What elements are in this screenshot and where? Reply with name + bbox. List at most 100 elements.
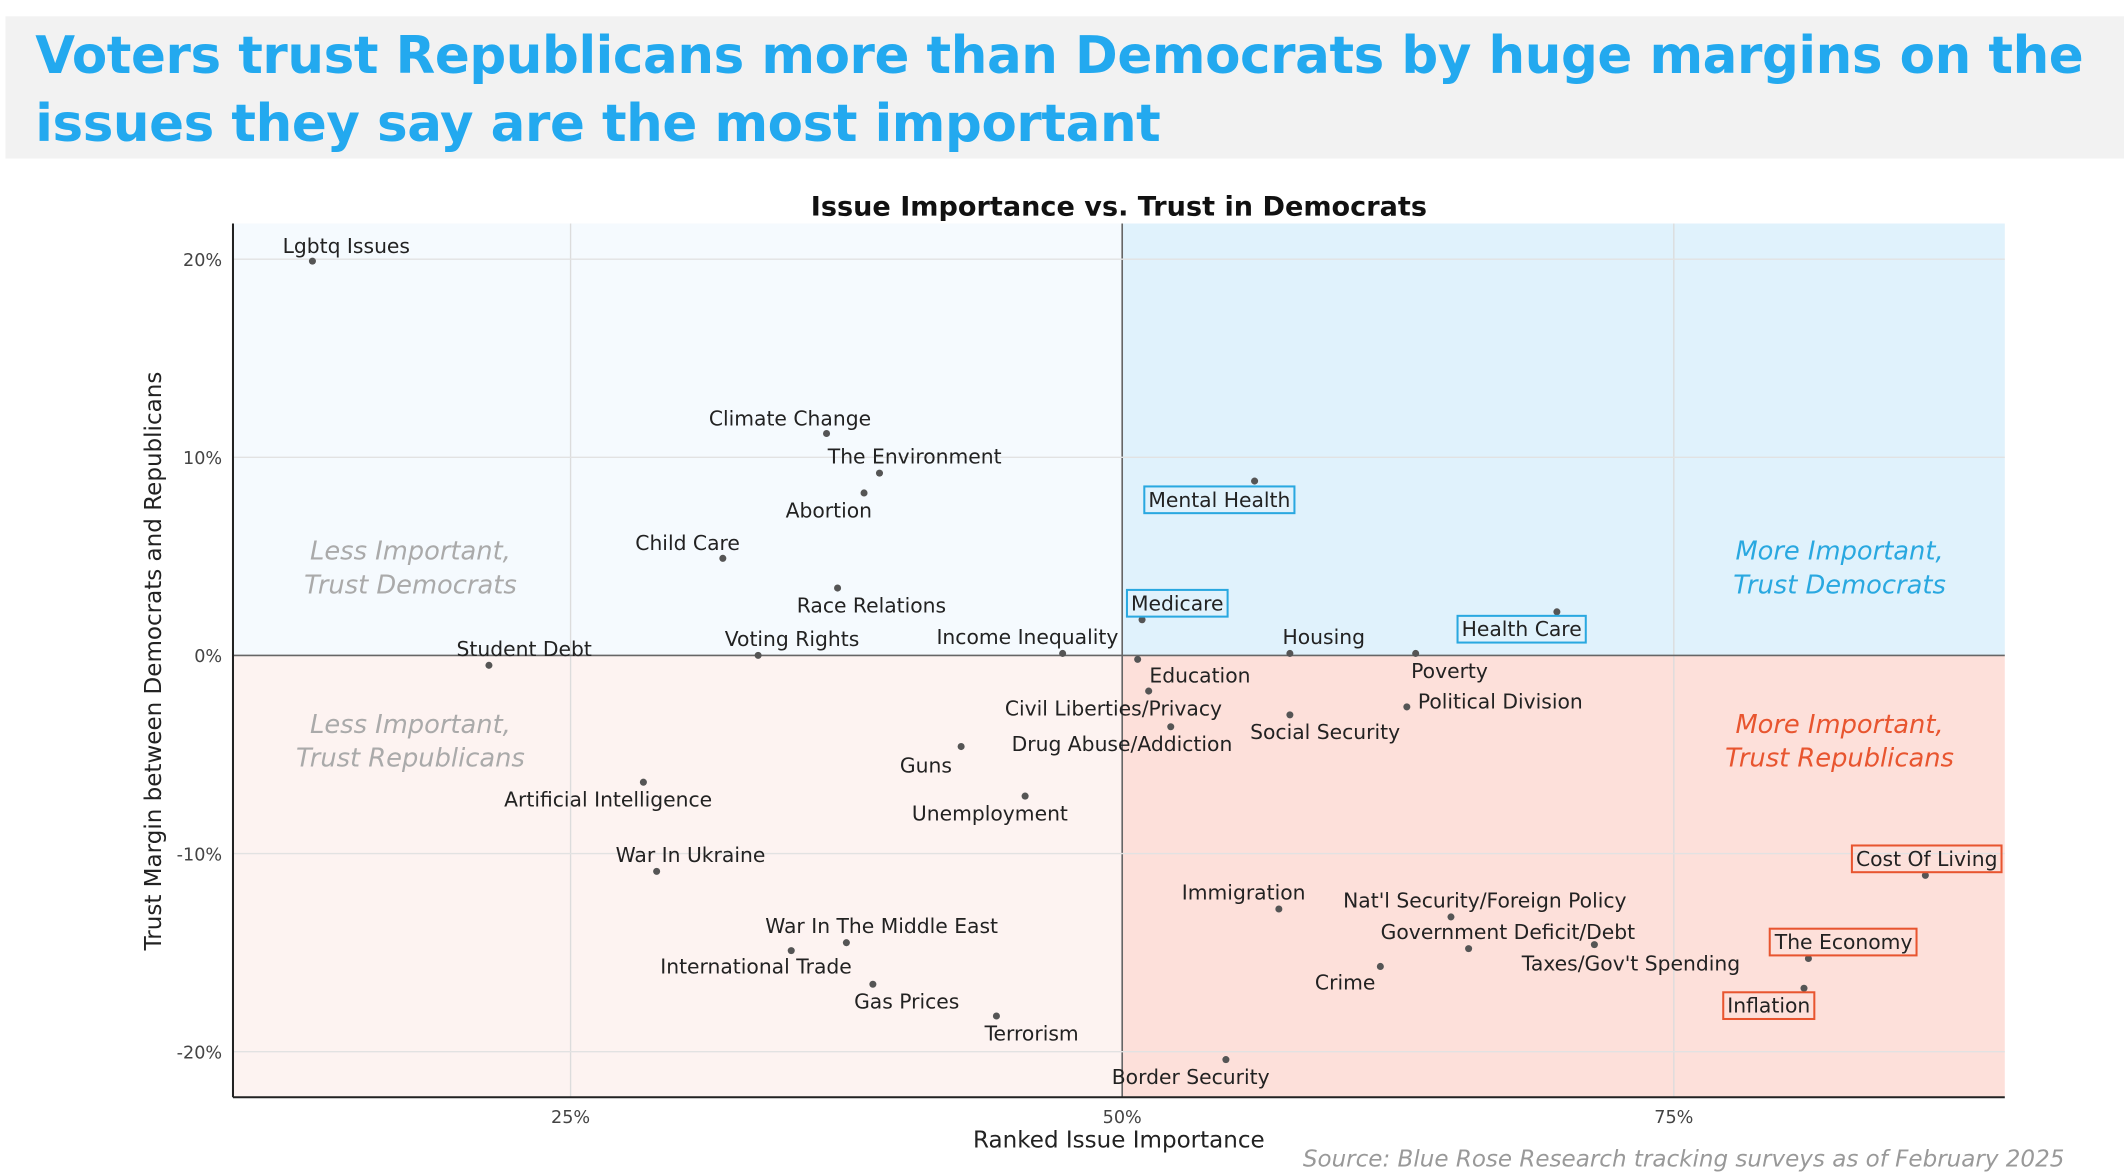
highlight-box	[1143, 485, 1296, 515]
point-label-the-environment: The Environment	[827, 445, 1002, 469]
point-war-in-ukraine	[653, 867, 661, 875]
point-gas-prices	[869, 980, 877, 988]
point-label-political-division: Political Division	[1418, 689, 1583, 713]
point-label-poverty: Poverty	[1411, 659, 1488, 683]
quadrant-label-line: More Important,	[1735, 536, 1943, 566]
point-poverty	[1412, 649, 1420, 657]
point-education	[1134, 655, 1142, 663]
quadrant-label: Less Important, Trust Republicans	[296, 710, 525, 774]
point-label-child-care: Child Care	[635, 531, 740, 555]
y-tick-label: 10%	[183, 449, 222, 469]
point-taxes-gov-t-spending	[1590, 941, 1598, 949]
point-the-economy	[1804, 955, 1812, 963]
y-tick-label: -20%	[177, 1043, 222, 1063]
quadrant-label: More Important, Trust Democrats	[1733, 536, 1946, 600]
y-tick-label: -10%	[177, 845, 222, 865]
x-tick-label: 25%	[551, 1108, 590, 1128]
point-race-relations	[834, 584, 842, 592]
point-label-the-economy: The Economy	[1774, 930, 1913, 954]
point-label-mental-health: Mental Health	[1148, 488, 1290, 512]
chart-title: Issue Importance vs. Trust in Democrats	[810, 189, 1427, 223]
quadrant-less-important-rep	[232, 655, 1123, 1098]
point-label-drug-abuse-addiction: Drug Abuse/Addiction	[1012, 732, 1233, 756]
point-label-climate-change: Climate Change	[709, 406, 871, 430]
point-label-unemployment: Unemployment	[912, 801, 1068, 825]
point-label-income-inequality: Income Inequality	[936, 625, 1118, 649]
point-label-nat-l-security-foreign-policy: Nat'l Security/Foreign Policy	[1343, 888, 1626, 912]
quadrant-label: More Important, Trust Republicans	[1725, 710, 1954, 774]
point-label-international-trade: International Trade	[660, 955, 852, 979]
quadrant-more-important-rep	[1122, 655, 2005, 1098]
point-abortion	[860, 489, 868, 497]
point-social-security	[1286, 711, 1294, 719]
point-label-housing: Housing	[1283, 625, 1366, 649]
point-student-debt	[485, 661, 493, 669]
point-label-abortion: Abortion	[786, 498, 872, 522]
point-income-inequality	[1059, 649, 1067, 657]
x-tick-label: 50%	[1103, 1108, 1142, 1128]
quadrant-label-line: Trust Republicans	[296, 744, 525, 774]
point-government-deficit-debt	[1465, 945, 1473, 953]
point-label-medicare: Medicare	[1131, 591, 1224, 615]
point-label-taxes-gov-t-spending: Taxes/Gov't Spending	[1521, 951, 1740, 975]
point-climate-change	[823, 429, 831, 438]
quadrant-label-line: More Important,	[1735, 710, 1943, 740]
quadrant-label-line: Trust Republicans	[1725, 744, 1954, 774]
y-axis-label: Trust Margin between Democrats and Repub…	[140, 371, 168, 951]
point-housing	[1286, 649, 1294, 657]
point-crime	[1376, 962, 1384, 970]
point-label-civil-liberties-privacy: Civil Liberties/Privacy	[1005, 696, 1222, 720]
point-label-race-relations: Race Relations	[797, 593, 946, 617]
x-axis-label: Ranked Issue Importance	[973, 1127, 1265, 1155]
quadrant-label-line: Less Important,	[310, 710, 511, 740]
source-note: Source: Blue Rose Research tracking surv…	[1302, 1145, 2065, 1174]
quadrant-label-line: Trust Democrats	[1733, 570, 1946, 600]
point-drug-abuse-addiction	[1167, 723, 1175, 731]
quadrant-label: Less Important, Trust Democrats	[304, 536, 517, 600]
x-tick-label: 75%	[1654, 1108, 1693, 1128]
point-label-inflation: Inflation	[1727, 994, 1810, 1018]
point-health-care	[1553, 608, 1561, 616]
quadrant-label-line: Less Important,	[310, 536, 511, 566]
point-immigration	[1275, 905, 1283, 913]
point-label-health-care: Health Care	[1462, 617, 1582, 641]
highlight-box	[1722, 991, 1816, 1021]
point-inflation	[1800, 984, 1808, 992]
point-label-lgbtq-issues: Lgbtq Issues	[283, 234, 410, 258]
highlight-box	[1768, 927, 1918, 957]
point-artificial-intelligence	[639, 778, 647, 786]
point-label-social-security: Social Security	[1250, 720, 1400, 744]
point-guns	[957, 743, 965, 751]
point-label-cost-of-living: Cost Of Living	[1856, 847, 1997, 871]
point-label-war-in-ukraine: War In Ukraine	[616, 843, 766, 867]
y-tick-label: 20%	[183, 251, 222, 271]
point-label-gas-prices: Gas Prices	[854, 990, 959, 1014]
point-terrorism	[992, 1012, 1000, 1020]
point-label-artificial-intelligence: Artificial Intelligence	[504, 788, 712, 812]
point-label-education: Education	[1149, 663, 1250, 687]
point-label-border-security: Border Security	[1112, 1065, 1270, 1089]
highlight-box	[1850, 844, 2003, 874]
point-civil-liberties-privacy	[1145, 687, 1153, 695]
point-nat-l-security-foreign-policy	[1447, 913, 1455, 921]
point-political-division	[1403, 703, 1411, 711]
point-label-crime: Crime	[1315, 970, 1375, 994]
point-the-environment	[875, 469, 884, 477]
point-international-trade	[787, 947, 795, 955]
point-child-care	[719, 554, 727, 562]
point-label-immigration: Immigration	[1182, 881, 1306, 905]
point-medicare	[1138, 616, 1146, 624]
point-label-guns: Guns	[900, 753, 952, 777]
quadrant-less-important-dem	[232, 223, 1123, 656]
point-label-voting-rights: Voting Rights	[725, 627, 860, 651]
highlight-box	[1125, 588, 1229, 618]
point-label-student-debt: Student Debt	[457, 637, 592, 661]
point-label-terrorism: Terrorism	[984, 1021, 1079, 1045]
point-unemployment	[1021, 792, 1029, 800]
point-lgbtq-issues	[308, 257, 316, 265]
point-voting-rights	[754, 651, 762, 659]
headline: Voters trust Republicans more than Democ…	[35, 25, 2084, 154]
point-mental-health	[1251, 477, 1259, 485]
